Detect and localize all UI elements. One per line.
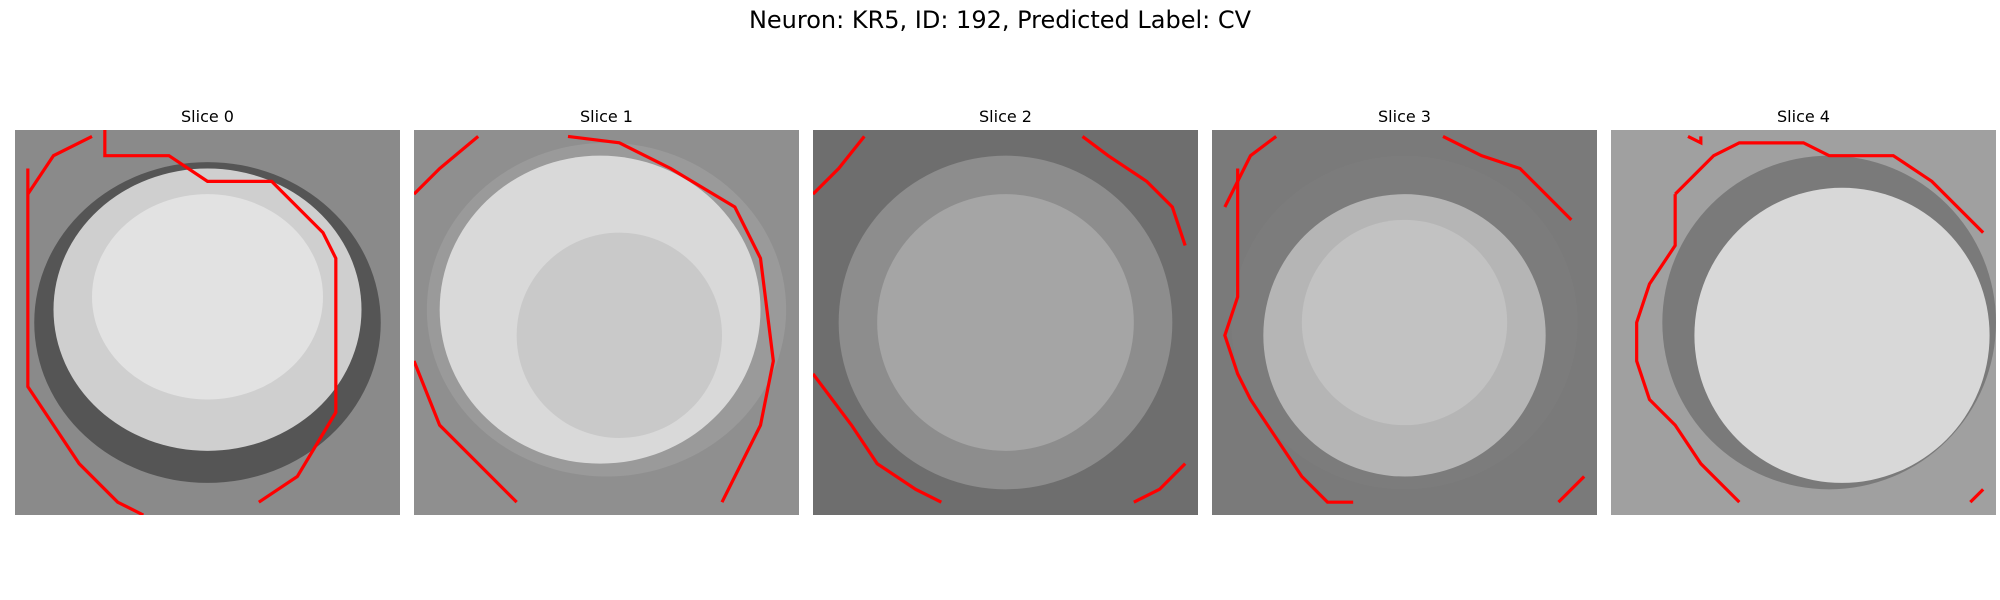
slice-image-2 [813, 130, 1198, 515]
slice-title-4: Slice 4 [1777, 107, 1830, 126]
slice-title-3: Slice 3 [1378, 107, 1431, 126]
figure-title: Neuron: KR5, ID: 192, Predicted Label: C… [748, 6, 1252, 34]
slice-panel-3: Slice 3 [1212, 104, 1597, 515]
slice-title-0: Slice 0 [181, 107, 234, 126]
slice-title-1: Slice 1 [580, 107, 633, 126]
slice-panel-1: Slice 1 [414, 104, 799, 515]
slice-image-3 [1212, 130, 1597, 515]
slice-image-1 [414, 130, 799, 515]
slice-panel-0: Slice 0 [15, 104, 400, 515]
slice-panel-4: Slice 4 [1611, 104, 1996, 515]
slice-image-4 [1611, 130, 1996, 515]
slice-panel-2: Slice 2 [813, 104, 1198, 515]
slice-title-2: Slice 2 [979, 107, 1032, 126]
slice-image-0 [15, 130, 400, 515]
